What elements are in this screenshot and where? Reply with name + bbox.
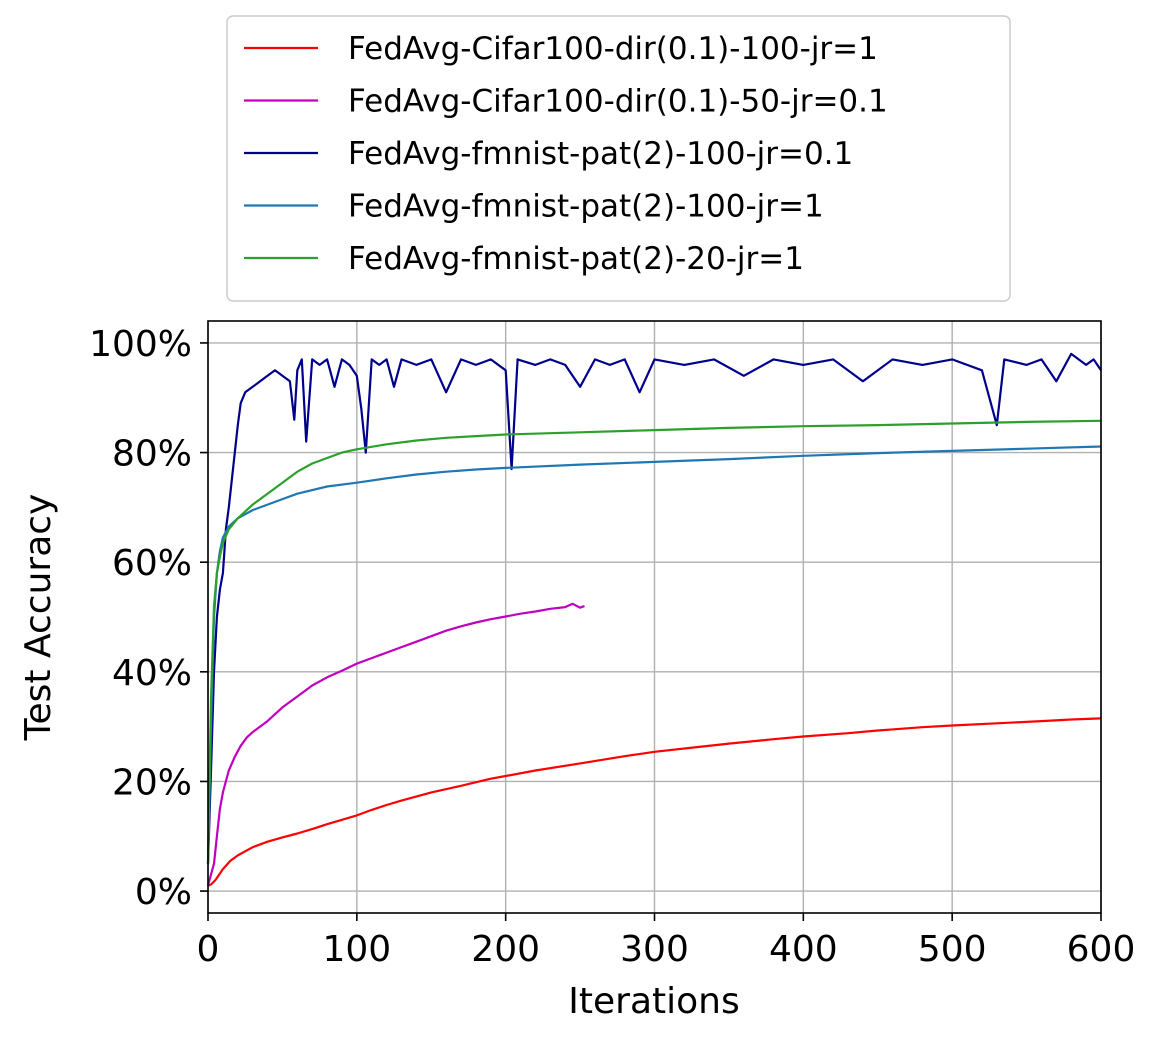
series-line-4 [206, 419, 1102, 864]
y-tick-label: 60% [112, 543, 192, 584]
grid [207, 321, 1102, 913]
y-axis-title: Test Accuracy [18, 494, 59, 742]
series-line-2 [206, 352, 1102, 864]
series-line-0 [207, 717, 1102, 887]
legend-label-1: FedAvg-Cifar100-dir(0.1)-50-jr=0.1 [348, 84, 888, 120]
x-tick-label: 200 [471, 929, 540, 970]
series-line-3 [206, 445, 1102, 864]
y-tick-label: 20% [112, 762, 192, 803]
x-tick-label: 100 [322, 929, 391, 970]
y-tick-label: 80% [112, 434, 192, 475]
legend-label-2: FedAvg-fmnist-pat(2)-100-jr=0.1 [348, 136, 853, 172]
y-tick-label: 0% [135, 872, 192, 913]
y-tick-label: 100% [89, 324, 192, 365]
legend-label-3: FedAvg-fmnist-pat(2)-100-jr=1 [348, 189, 824, 225]
legend: FedAvg-Cifar100-dir(0.1)-100-jr=1 FedAvg-… [226, 15, 1011, 302]
legend-box [226, 15, 1011, 302]
x-tick-label: 400 [769, 929, 838, 970]
y-tick-label: 40% [112, 653, 192, 694]
x-tick-label: 300 [620, 929, 689, 970]
x-tick-label: 0 [197, 929, 220, 970]
series-line-1 [206, 602, 585, 886]
legend-label-4: FedAvg-fmnist-pat(2)-20-jr=1 [348, 241, 804, 277]
x-axis: 0 100 200 300 400 500 600 [197, 913, 1136, 970]
y-axis: 0% 20% 40% 60% 80% 100% [89, 324, 208, 913]
x-tick-label: 500 [918, 929, 987, 970]
x-axis-title: Iterations [568, 981, 739, 1022]
x-tick-label: 600 [1067, 929, 1136, 970]
legend-label-0: FedAvg-Cifar100-dir(0.1)-100-jr=1 [348, 31, 878, 67]
plot-lines [206, 352, 1102, 887]
